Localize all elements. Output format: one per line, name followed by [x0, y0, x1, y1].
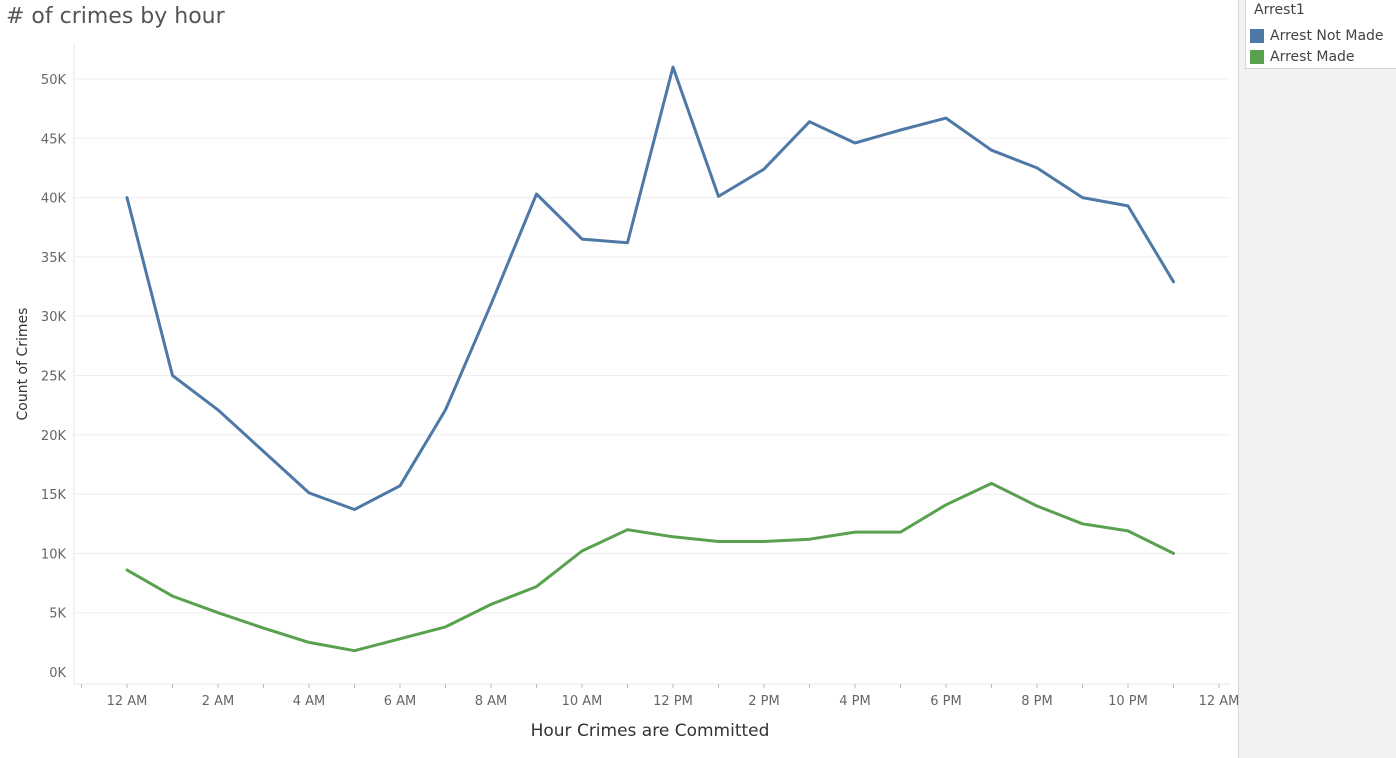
y-tick-label: 30K — [41, 310, 67, 325]
gridlines — [74, 78, 1230, 614]
y-tick-label: 15K — [41, 488, 67, 503]
legend-label-arrest-not-made: Arrest Not Made — [1270, 28, 1384, 44]
y-tick-label: 20K — [41, 429, 67, 444]
x-tick-label: 12 PM — [653, 694, 693, 709]
y-tick-label: 0K — [49, 666, 66, 681]
series-lines — [125, 65, 1175, 653]
series-line-arrest-not-made[interactable] — [125, 65, 1175, 511]
x-tick-label: 2 AM — [202, 694, 235, 709]
y-tick-label: 40K — [41, 192, 67, 207]
legend-swatch-arrest-not-made — [1250, 29, 1264, 43]
x-tick-label: 8 AM — [475, 694, 508, 709]
x-tick-label: 8 PM — [1021, 694, 1052, 709]
legend[interactable]: Arrest1 Arrest Not Made Arrest Made — [1245, 0, 1396, 69]
x-tick-label: 4 PM — [839, 694, 870, 709]
y-tick-label: 25K — [41, 370, 67, 385]
line-chart: 0K 5K 10K 15K 20K 25K 30K 35K 40K 45K 50K 12 AM 2 A… — [15, 44, 1238, 741]
legend-item-arrest-not-made[interactable]: Arrest Not Made — [1250, 27, 1384, 45]
x-axis-label: Hour Crimes are Committed — [531, 721, 770, 741]
x-tick-label: 12 AM — [1199, 694, 1238, 709]
legend-panel: Arrest1 Arrest Not Made Arrest Made — [1238, 0, 1396, 758]
x-tick-label: 10 AM — [562, 694, 603, 709]
y-tick-label: 5K — [49, 607, 66, 622]
y-axis-ticks: 0K 5K 10K 15K 20K 25K 30K 35K 40K 45K 50K — [41, 73, 67, 681]
legend-label-arrest-made: Arrest Made — [1270, 49, 1355, 65]
y-tick-label: 50K — [41, 73, 67, 88]
x-tick-label: 6 PM — [930, 694, 961, 709]
y-tick-label: 45K — [41, 132, 67, 147]
x-tick-label: 2 PM — [748, 694, 779, 709]
chart-title: # of crimes by hour — [6, 4, 225, 29]
series-line-arrest-made[interactable] — [125, 481, 1175, 653]
x-tick-label: 6 AM — [384, 694, 417, 709]
legend-item-arrest-made[interactable]: Arrest Made — [1250, 48, 1355, 66]
x-tick-label: 12 AM — [107, 694, 148, 709]
y-axis-label: Count of Crimes — [15, 308, 31, 421]
y-tick-label: 10K — [41, 547, 67, 562]
x-tick-label: 4 AM — [293, 694, 326, 709]
x-tick-label: 10 PM — [1108, 694, 1148, 709]
y-tick-label: 35K — [41, 251, 67, 266]
legend-title: Arrest1 — [1254, 2, 1305, 18]
legend-swatch-arrest-made — [1250, 50, 1264, 64]
x-axis-ticks: 12 AM 2 AM 4 AM 6 AM 8 AM 10 AM 12 PM 2 PM 4 PM 6… — [81, 684, 1238, 709]
